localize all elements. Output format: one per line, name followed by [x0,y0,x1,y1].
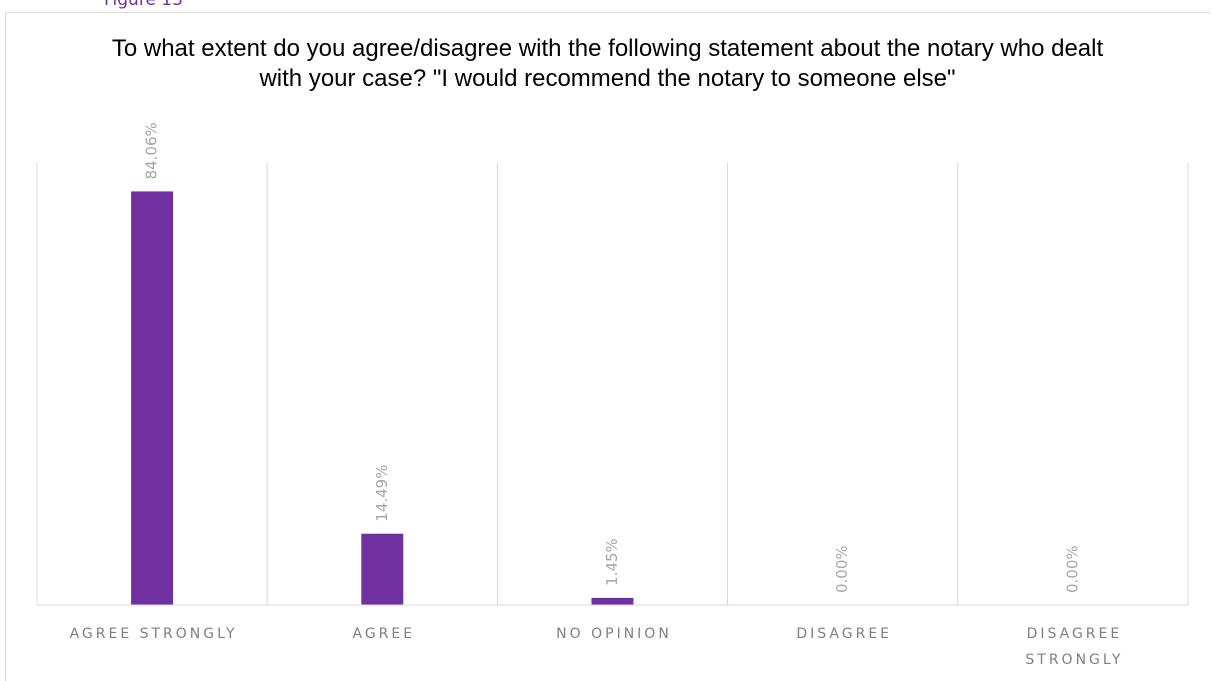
gridlines [36,163,1189,605]
category-labels: AGREE STRONGLY AGREE NO OPINION DISAGREE DIS… [70,626,1123,668]
data-label: 14.49% [373,465,391,522]
figure-caption: Figure 13 [104,0,183,10]
bar-no-opinion [591,597,634,605]
category-label: DISAGREE [1027,626,1123,642]
bar-agree-strongly [131,191,174,605]
category-label: DISAGREE [796,626,892,642]
category-label: STRONGLY [1025,652,1123,668]
chart-title: To what extent do you agree/disagree wit… [111,35,1104,92]
data-labels: 84.06% 14.49% 1.45% 0.00% 0.00% [143,122,1082,593]
bar-agree [361,533,404,605]
data-label: 84.06% [143,122,161,179]
bars [131,191,634,605]
data-label: 1.45% [603,538,621,586]
category-label: NO OPINION [556,626,672,642]
chart-frame [5,12,1210,681]
category-label: AGREE STRONGLY [70,626,238,642]
data-label: 0.00% [1063,545,1081,593]
category-label: AGREE [352,626,415,642]
data-label: 0.00% [833,545,851,593]
